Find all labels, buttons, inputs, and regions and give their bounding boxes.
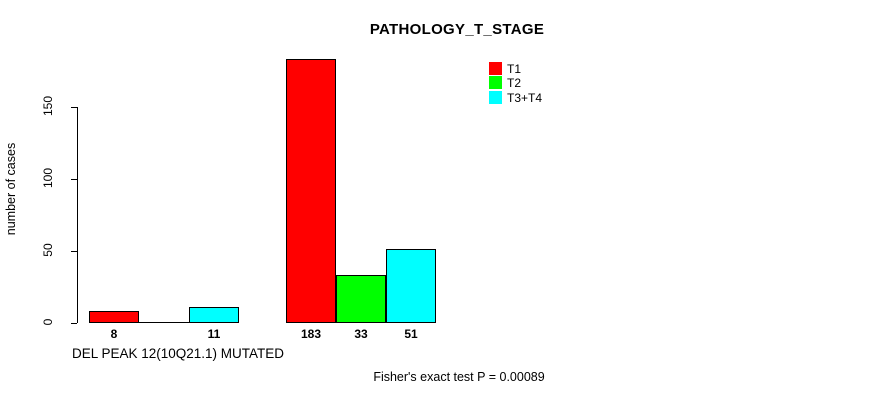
bar-count-label: 51: [404, 327, 418, 341]
legend-label: T3+T4: [507, 91, 543, 105]
y-axis-tick: [71, 179, 77, 180]
bar-T2: [336, 275, 386, 323]
bar-count-label: 183: [300, 327, 322, 341]
bar-count-label: 8: [110, 327, 118, 341]
pvalue-annotation: Fisher's exact test P = 0.00089: [373, 370, 545, 384]
y-tick-label: 50: [41, 243, 55, 257]
bar-T3+T4: [386, 249, 436, 323]
y-tick-label: 100: [41, 167, 55, 189]
bar-count-label: 11: [207, 327, 221, 341]
y-axis-tick: [71, 323, 77, 324]
y-axis-tick: [71, 107, 77, 108]
bar-T2-zero: [139, 322, 189, 323]
y-axis-title: number of cases: [4, 142, 18, 236]
bar-T1: [286, 59, 336, 323]
legend-swatch-T1: [489, 62, 502, 75]
y-axis-line: [77, 107, 78, 323]
bar-count-label: 33: [354, 327, 368, 341]
legend-label: T2: [507, 76, 522, 90]
bar-T3+T4: [189, 307, 239, 323]
y-axis-tick: [71, 251, 77, 252]
x-group-label: DEL PEAK 12(10Q21.1) MUTATED: [71, 346, 285, 361]
y-tick-label: 150: [41, 95, 55, 117]
chart-title: PATHOLOGY_T_STAGE: [369, 21, 545, 38]
legend-swatch-T2: [489, 76, 502, 89]
legend-label: T1: [507, 62, 522, 76]
bar-T1: [89, 311, 139, 323]
legend-swatch-T3+T4: [489, 91, 502, 104]
y-tick-label: 0: [41, 318, 55, 326]
